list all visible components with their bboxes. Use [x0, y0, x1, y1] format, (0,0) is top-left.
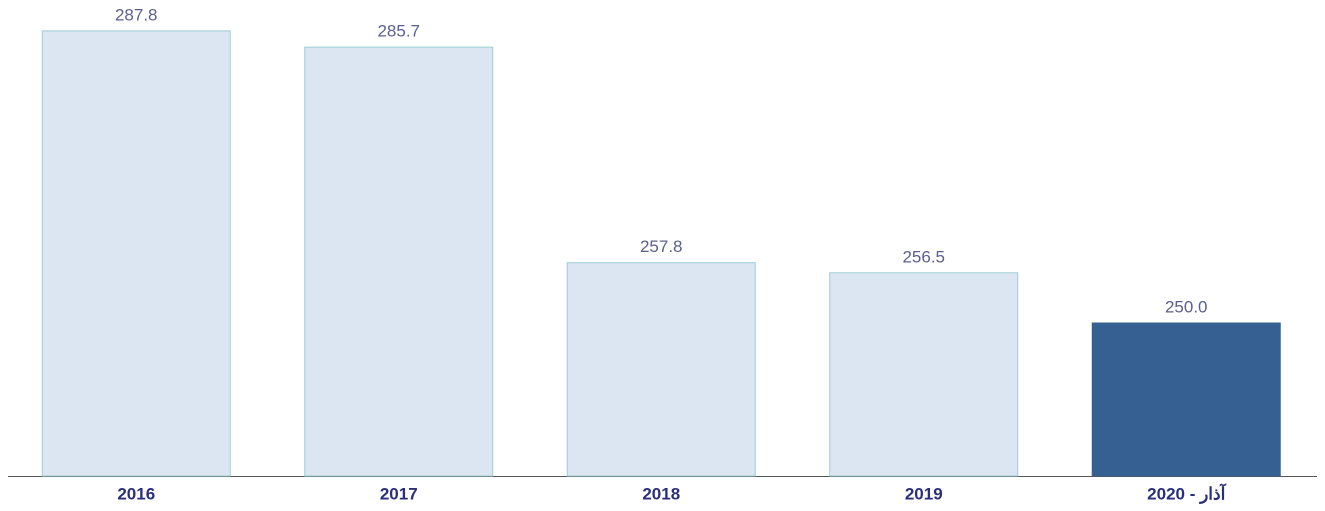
value-label: 257.8	[640, 237, 683, 256]
bar	[829, 272, 1019, 477]
x-tick-label: 2018	[642, 484, 680, 503]
value-label: 256.5	[902, 247, 945, 266]
x-tick-label: 2019	[905, 484, 943, 503]
bar	[41, 30, 231, 477]
value-label: 250.0	[1165, 297, 1208, 316]
value-label: 285.7	[377, 22, 420, 41]
bar	[304, 46, 494, 477]
bar	[566, 262, 756, 477]
x-tick-label: 2017	[380, 484, 418, 503]
bar	[1091, 322, 1281, 477]
x-tick-label: 2016	[117, 484, 155, 503]
x-tick-label: آذار - 2020	[1147, 482, 1226, 504]
value-label: 287.8	[115, 5, 158, 24]
